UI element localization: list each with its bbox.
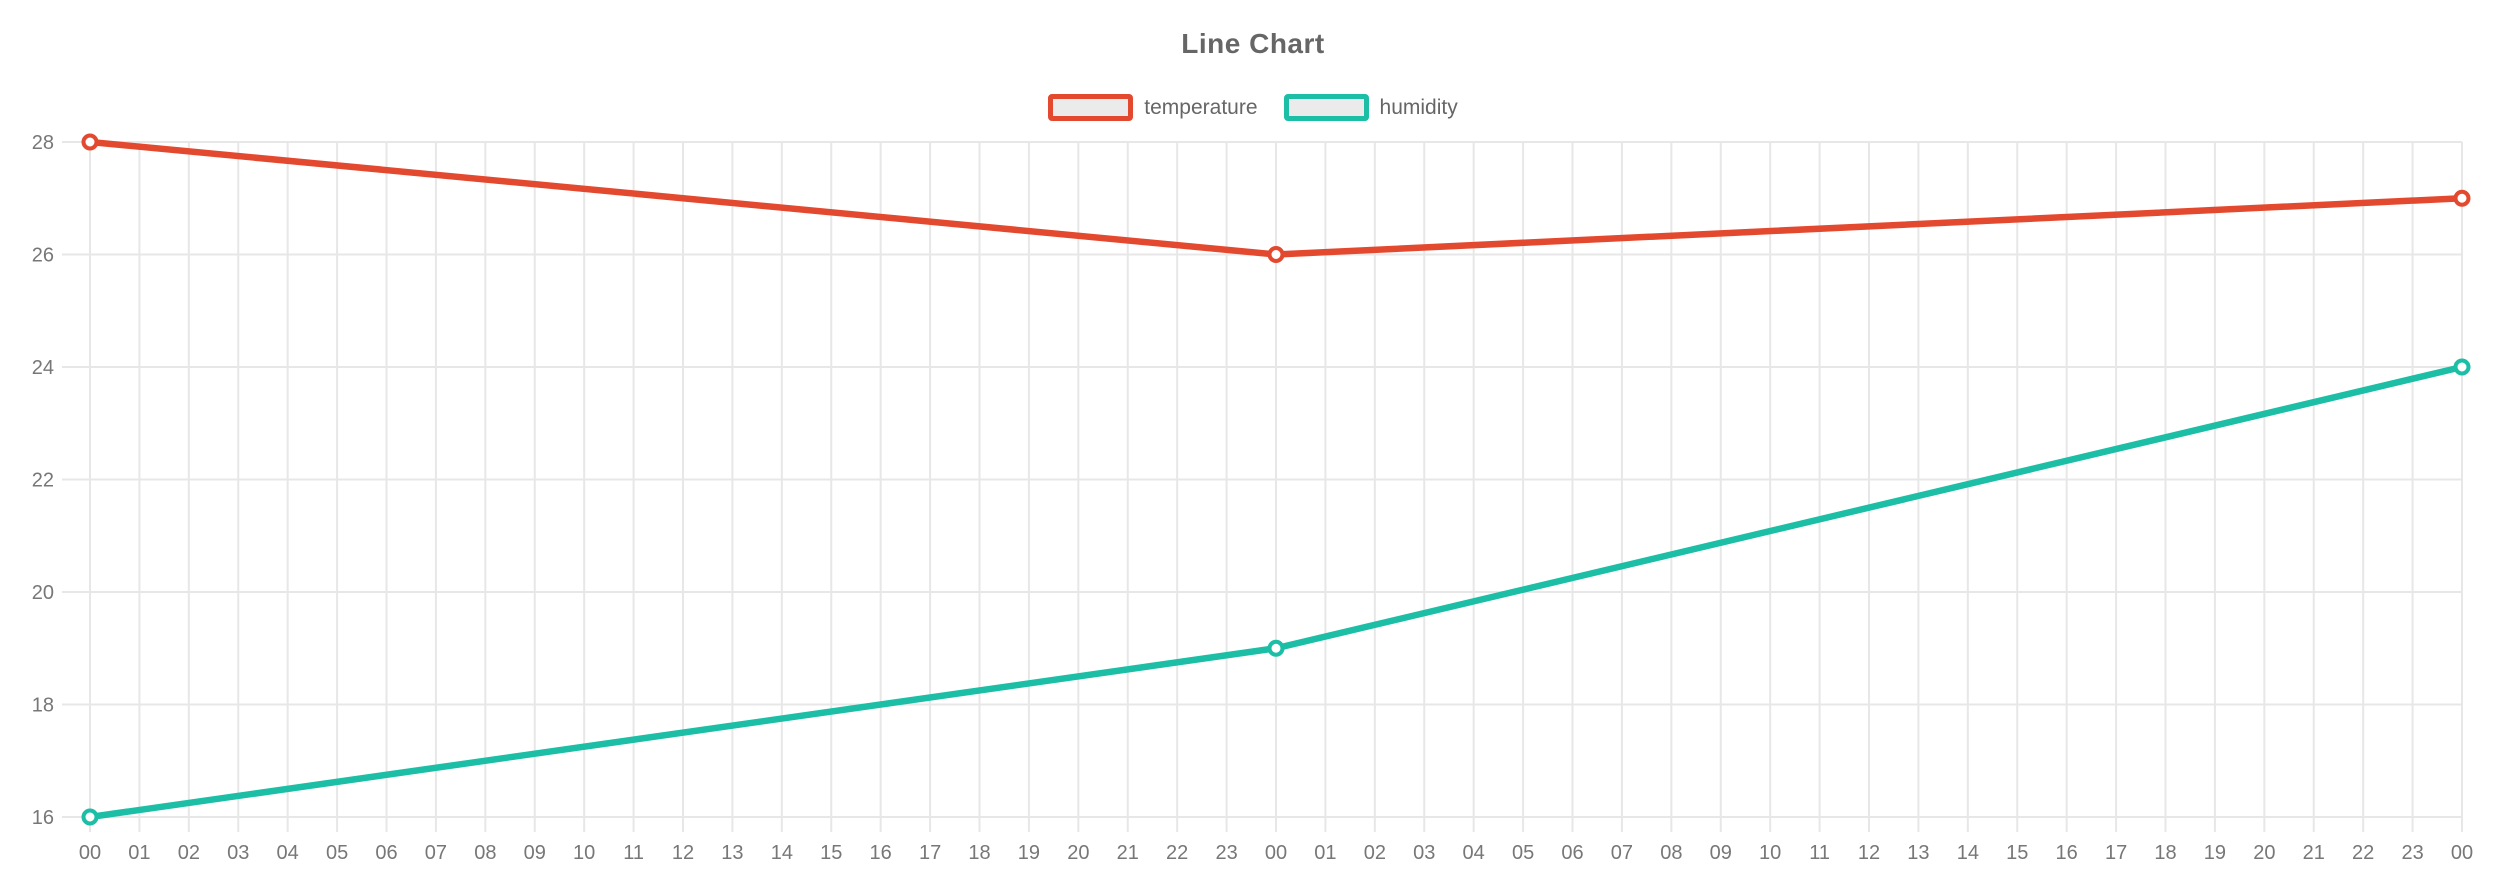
x-tick-label: 06 — [375, 842, 397, 864]
x-tick-label: 02 — [1364, 842, 1386, 864]
x-tick-label: 17 — [919, 842, 941, 864]
y-tick-label: 22 — [32, 470, 54, 492]
x-tick-label: 08 — [474, 842, 496, 864]
x-tick-label: 16 — [870, 842, 892, 864]
x-tick-label: 15 — [820, 842, 842, 864]
x-tick-label: 06 — [1561, 842, 1583, 864]
x-tick-label: 14 — [1957, 842, 1979, 864]
legend-item-temperature[interactable]: temperature — [1048, 94, 1258, 121]
x-tick-label: 00 — [79, 842, 101, 864]
x-tick-label: 13 — [1907, 842, 1929, 864]
x-tick-label: 08 — [1660, 842, 1682, 864]
x-tick-label: 18 — [968, 842, 990, 864]
legend-item-humidity[interactable]: humidity — [1283, 94, 1458, 121]
x-tick-label: 20 — [2253, 842, 2275, 864]
x-tick-label: 02 — [178, 842, 200, 864]
x-tick-label: 07 — [1611, 842, 1633, 864]
y-tick-label: 16 — [32, 807, 54, 829]
temperature-data-point-marker — [2453, 189, 2471, 207]
y-tick-label: 24 — [32, 357, 54, 379]
x-tick-label: 04 — [1463, 842, 1485, 864]
x-tick-label: 23 — [1215, 842, 1237, 864]
x-tick-label: 11 — [1809, 842, 1830, 864]
x-tick-label: 12 — [1858, 842, 1880, 864]
x-tick-label: 10 — [1759, 842, 1781, 864]
x-tick-label: 22 — [2352, 842, 2374, 864]
x-tick-label: 20 — [1067, 842, 1089, 864]
humidity-data-point-marker — [1267, 639, 1285, 657]
legend-label-humidity: humidity — [1379, 95, 1458, 119]
x-tick-label: 21 — [2303, 842, 2325, 864]
x-tick-label: 05 — [1512, 842, 1534, 864]
x-tick-label: 19 — [1018, 842, 1040, 864]
x-tick-label: 09 — [524, 842, 546, 864]
temperature-data-point-marker — [81, 133, 99, 151]
x-tick-label: 00 — [2451, 842, 2473, 864]
x-tick-label: 10 — [573, 842, 595, 864]
x-tick-label: 01 — [128, 842, 150, 864]
x-tick-label: 21 — [1117, 842, 1139, 864]
x-tick-label: 23 — [2401, 842, 2423, 864]
x-tick-label: 01 — [1314, 842, 1336, 864]
x-tick-label: 11 — [623, 842, 644, 864]
x-tick-label: 12 — [672, 842, 694, 864]
x-tick-label: 19 — [2204, 842, 2226, 864]
x-tick-label: 22 — [1166, 842, 1188, 864]
legend: temperature humidity — [0, 94, 2506, 121]
x-tick-label: 07 — [425, 842, 447, 864]
temperature-swatch-icon — [1048, 94, 1134, 121]
y-tick-label: 28 — [32, 132, 54, 154]
x-tick-label: 18 — [2154, 842, 2176, 864]
legend-label-temperature: temperature — [1144, 95, 1258, 119]
y-tick-label: 18 — [32, 695, 54, 717]
x-tick-label: 05 — [326, 842, 348, 864]
humidity-swatch-icon — [1283, 94, 1369, 121]
x-tick-label: 17 — [2105, 842, 2127, 864]
x-tick-label: 13 — [721, 842, 743, 864]
x-tick-label: 16 — [2056, 842, 2078, 864]
x-tick-label: 15 — [2006, 842, 2028, 864]
x-tick-label: 14 — [771, 842, 793, 864]
temperature-data-point-marker — [1267, 246, 1285, 263]
y-tick-label: 20 — [32, 582, 54, 604]
x-tick-label: 00 — [1265, 842, 1287, 864]
chart-title: Line Chart — [1181, 28, 1325, 59]
x-tick-label: 03 — [1413, 842, 1435, 864]
humidity-data-point-marker — [2453, 358, 2471, 376]
x-tick-label: 04 — [277, 842, 299, 864]
humidity-data-point-marker — [81, 808, 99, 826]
y-tick-label: 26 — [32, 245, 54, 267]
x-tick-label: 09 — [1710, 842, 1732, 864]
x-tick-label: 03 — [227, 842, 249, 864]
